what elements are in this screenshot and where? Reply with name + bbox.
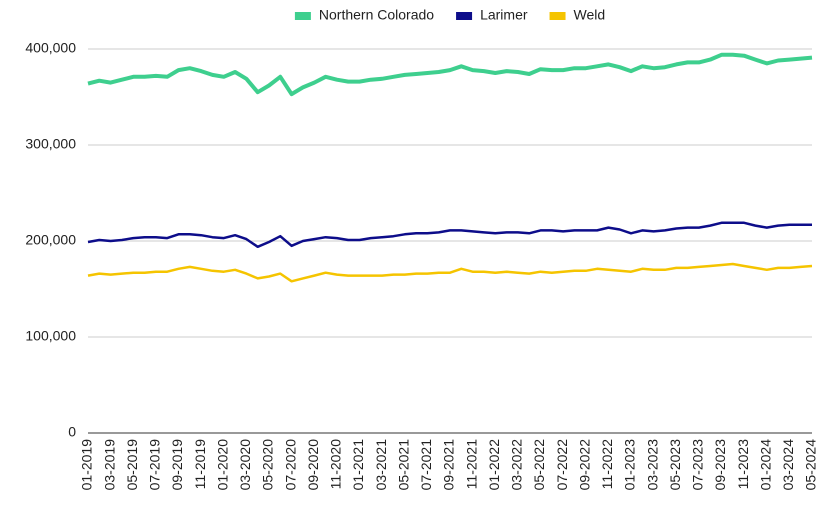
x-tick-label: 03-2019 — [101, 439, 117, 491]
legend-label: Larimer — [480, 7, 528, 23]
x-tick-label: 05-2023 — [667, 439, 683, 491]
x-tick-label: 09-2022 — [576, 439, 592, 491]
series-line — [87, 221, 812, 249]
x-tick-label: 11-2023 — [735, 439, 751, 490]
y-tick-label: 0 — [68, 424, 76, 440]
x-tick-label: 09-2020 — [305, 439, 321, 491]
y-tick-label: 100,000 — [25, 328, 76, 344]
x-tick-label: 05-2020 — [260, 439, 276, 491]
x-tick-label: 07-2020 — [282, 439, 298, 491]
x-tick-label: 11-2019 — [192, 439, 208, 490]
x-tick-label: 01-2021 — [350, 439, 366, 491]
x-tick-label: 05-2022 — [531, 439, 547, 491]
x-tick-label: 01-2020 — [214, 439, 230, 491]
x-tick-label: 05-2019 — [124, 439, 140, 491]
x-tick-label: 05-2021 — [395, 439, 411, 491]
legend-label: Northern Colorado — [319, 7, 434, 23]
x-tick-label: 03-2021 — [373, 439, 389, 491]
y-tick-label: 200,000 — [25, 232, 76, 248]
x-tick-label: 09-2019 — [169, 439, 185, 491]
legend-swatch — [456, 12, 473, 20]
x-tick-label: 03-2020 — [237, 439, 253, 491]
x-tick-label: 11-2020 — [328, 439, 344, 490]
x-tick-label: 03-2022 — [509, 439, 525, 491]
x-tick-label: 11-2021 — [463, 439, 479, 490]
x-tick-label: 07-2023 — [690, 439, 706, 491]
x-tick-label: 01-2023 — [622, 439, 638, 491]
series-line — [87, 262, 813, 283]
series-line — [87, 52, 813, 97]
x-tick-label: 05-2024 — [803, 439, 819, 491]
x-tick-label: 01-2022 — [486, 439, 502, 491]
legend-label: Weld — [574, 7, 606, 23]
x-tick-label: 07-2021 — [418, 439, 434, 491]
legend: Northern Colorado Larimer Weld — [294, 7, 606, 23]
x-tick-label: 03-2023 — [644, 439, 660, 491]
x-tick-label: 11-2022 — [599, 439, 615, 490]
x-tick-label: 03-2024 — [780, 439, 796, 491]
x-tick-label: 07-2019 — [147, 439, 163, 491]
x-tick-label: 09-2023 — [712, 439, 728, 491]
x-tick-label: 07-2022 — [554, 439, 570, 491]
y-tick-label: 400,000 — [25, 40, 76, 56]
x-tick-label: 01-2024 — [757, 439, 773, 491]
x-tick-label: 01-2019 — [79, 439, 95, 491]
x-tick-label: 09-2021 — [441, 439, 457, 491]
legend-swatch — [294, 12, 311, 20]
legend-swatch — [549, 12, 566, 20]
y-tick-label: 300,000 — [25, 136, 76, 152]
